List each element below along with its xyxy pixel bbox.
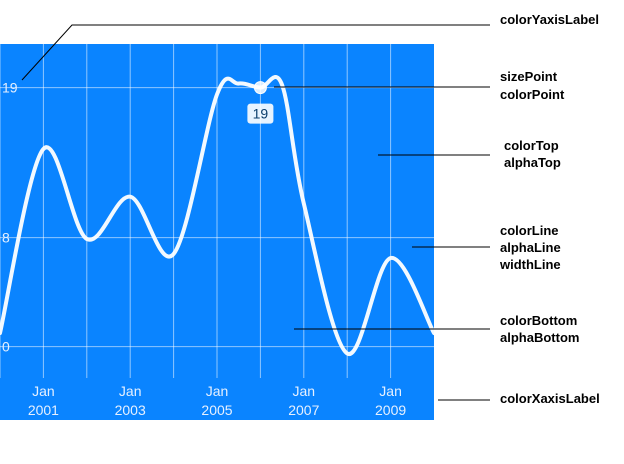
x-tick-label-month: Jan: [293, 383, 316, 399]
x-tick-label-year: 2001: [28, 402, 59, 418]
annotation-line-color: colorLine: [500, 223, 559, 238]
annotation-line-width: widthLine: [499, 257, 561, 272]
y-tick-label: 19: [2, 80, 18, 96]
annotation-y-axis-label: colorYaxisLabel: [500, 12, 599, 27]
annotation-top-color: colorTop: [504, 138, 559, 153]
point-value-badge: [247, 103, 274, 124]
x-tick-label-month: Jan: [379, 383, 402, 399]
annotation-bottom-color: colorBottom: [500, 313, 577, 328]
x-tick-label-year: 2005: [201, 402, 232, 418]
x-tick-label-year: 2007: [288, 402, 319, 418]
series-line-group: [0, 75, 436, 356]
annotation-line-alpha: alphaLine: [500, 240, 561, 255]
annotation-x-axis-label: colorXaxisLabel: [500, 391, 600, 406]
x-tick-label-year: 2009: [375, 402, 406, 418]
x-tick-label-month: Jan: [32, 383, 55, 399]
point-value-label: 19: [253, 106, 269, 122]
y-tick-label: 0: [2, 339, 10, 355]
axis-ticks: 0 8 19 Jan 2001 Jan 2003 Jan 2005 Jan 2007 Jan 2009: [2, 80, 406, 418]
x-tick-label-month: Jan: [206, 383, 229, 399]
annotations: colorYaxisLabel sizePoint colorPoint col…: [21, 12, 600, 406]
x-tick-label-month: Jan: [119, 383, 142, 399]
annotation-bottom-alpha: alphaBottom: [500, 330, 579, 345]
grid: [0, 44, 434, 378]
annotation-point-size: sizePoint: [500, 69, 558, 84]
leader-line-y-axis-label: [21, 24, 490, 81]
y-tick-label: 8: [2, 230, 10, 246]
highlight-point[interactable]: [253, 81, 267, 95]
annotation-point-color: colorPoint: [500, 87, 565, 102]
highlight-point-group: 19: [247, 81, 274, 124]
series-line: [0, 75, 436, 356]
annotation-top-alpha: alphaTop: [504, 155, 561, 170]
x-tick-label-year: 2003: [115, 402, 146, 418]
